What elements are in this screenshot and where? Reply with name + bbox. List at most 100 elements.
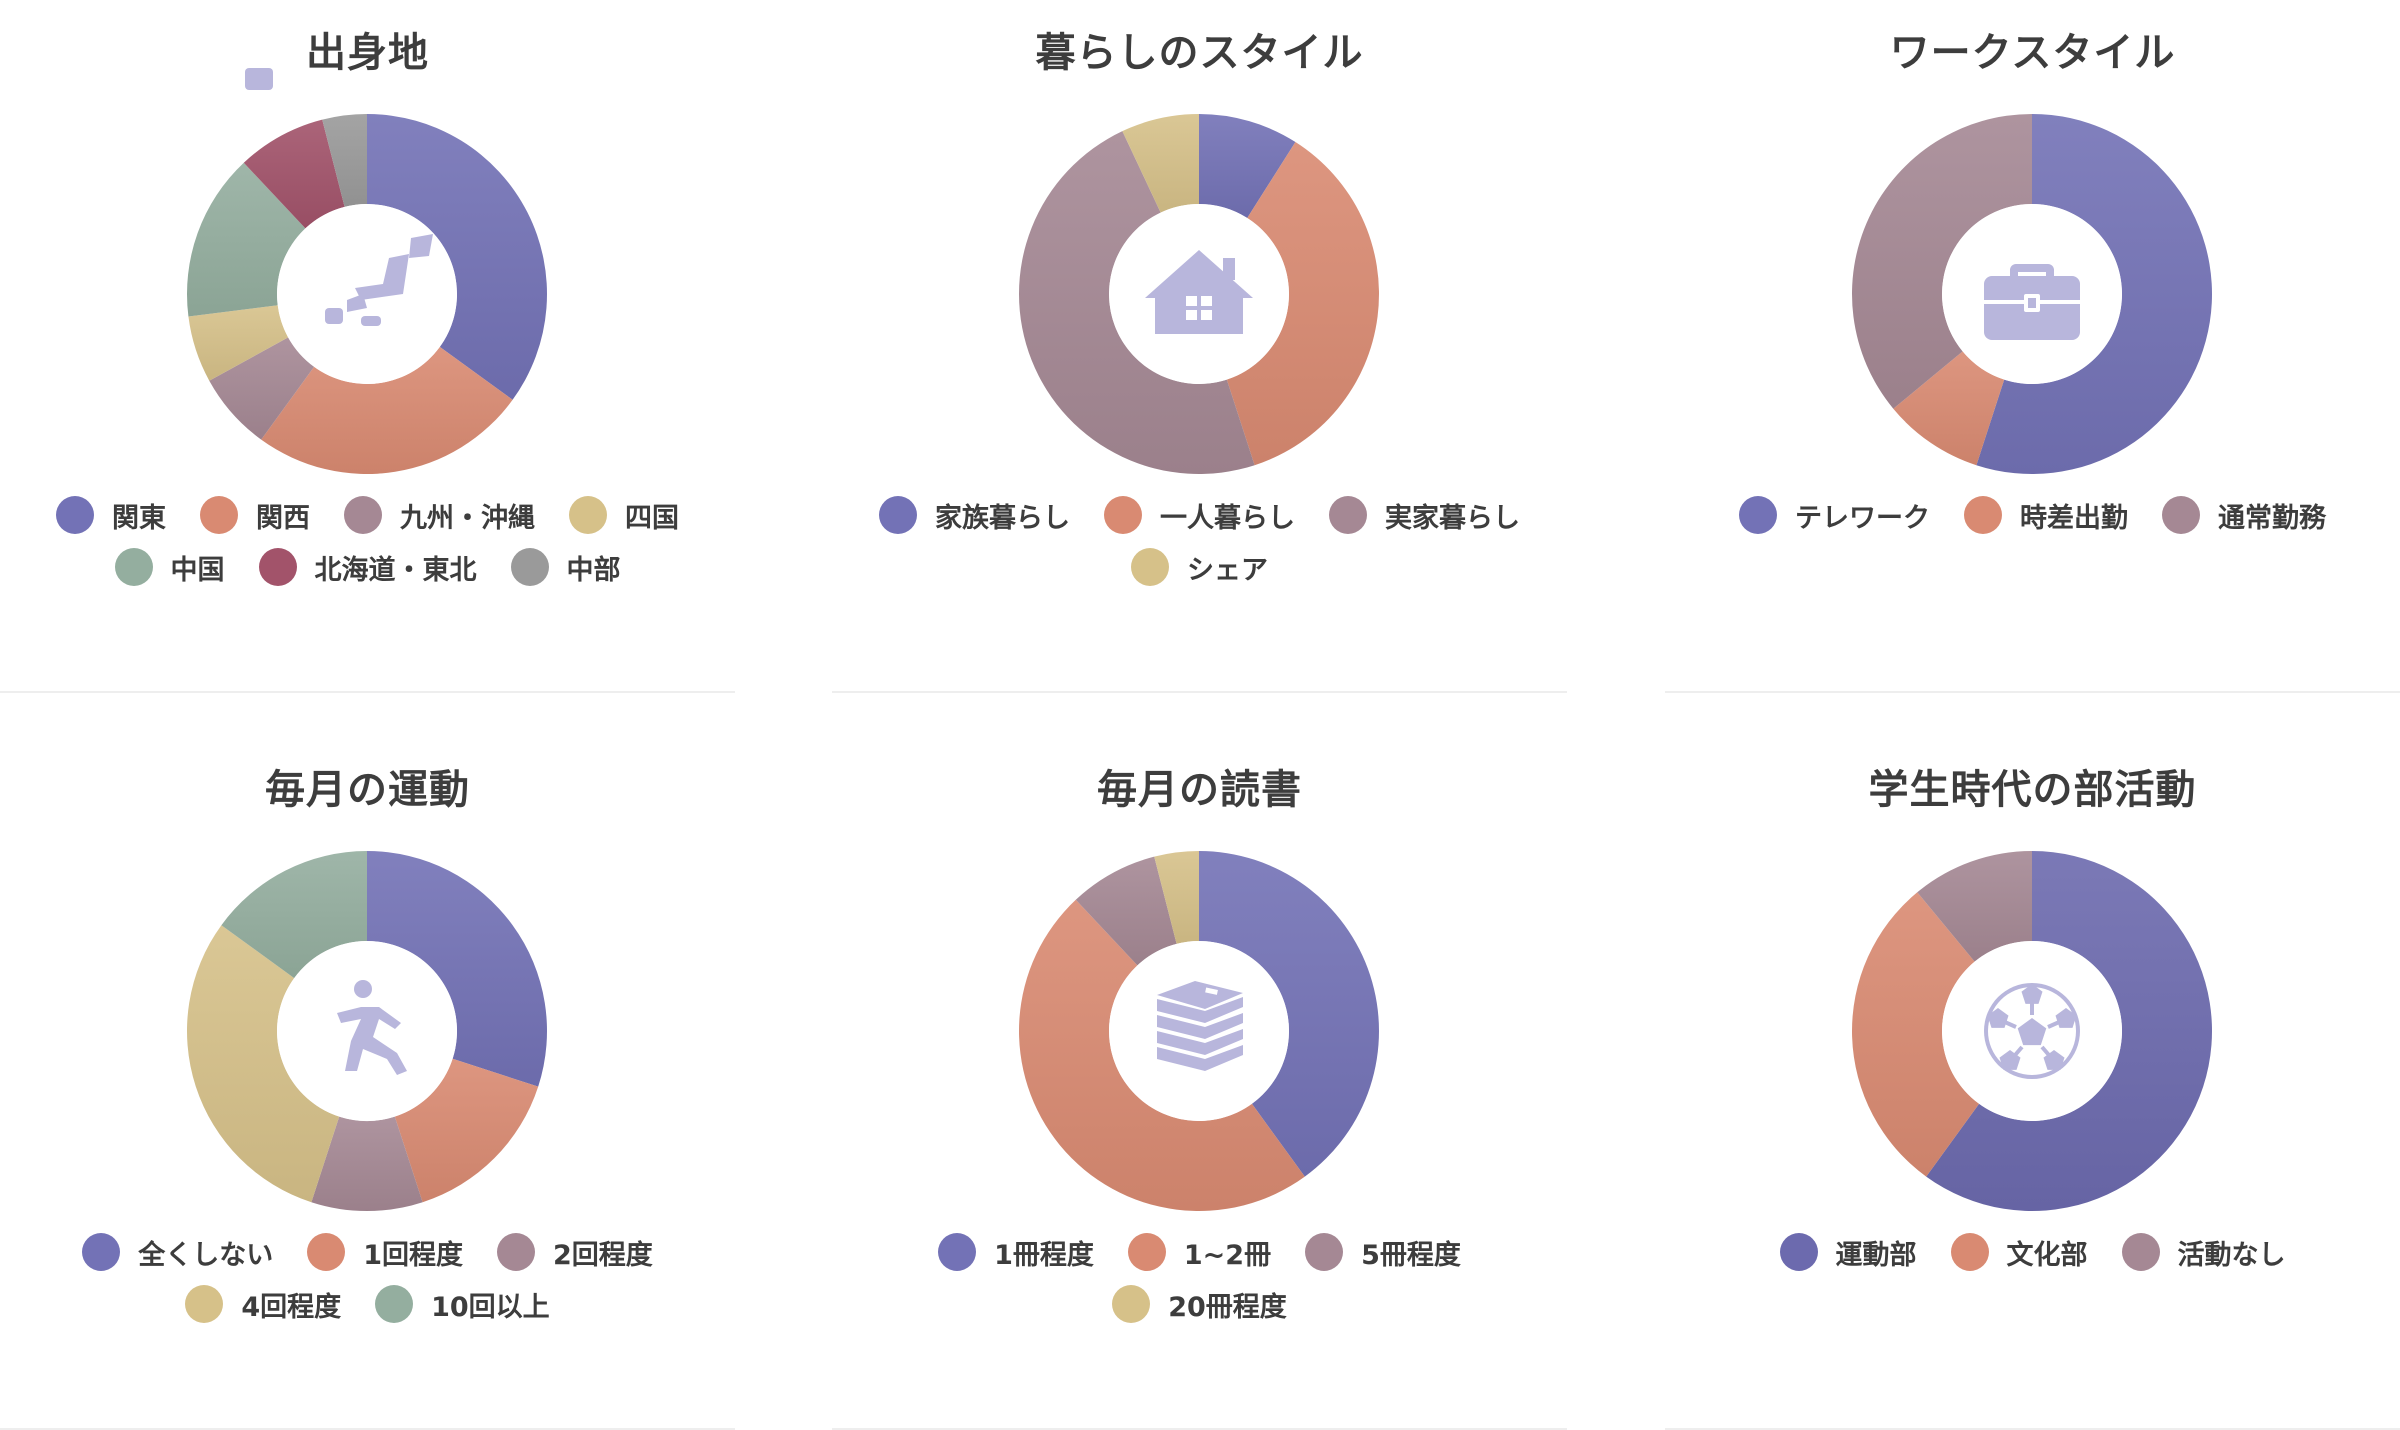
pie-slice [394,1058,539,1203]
chart-title: ワークスタイル [1889,30,2176,76]
legend-label: 一人暮らし [1160,502,1295,534]
legend-swatch [2121,1233,2160,1271]
legend-item[interactable]: 四国 [569,496,679,534]
legend-label: 中部 [566,554,621,586]
legend-item[interactable]: 1回程度 [307,1233,463,1271]
legend-item[interactable]: 北海道・東北 [258,548,477,586]
legend-item[interactable]: 九州・沖縄 [344,496,535,534]
legend-item[interactable]: 中部 [510,548,621,586]
donut-chart [187,68,547,474]
legend-item[interactable]: 1冊程度 [938,1233,1094,1271]
legend-label: 実家暮らし [1385,502,1520,534]
soccer-ball-icon [1984,983,2080,1079]
legend-item[interactable]: 一人暮らし [1104,496,1295,534]
books-icon [1157,981,1243,1071]
legend-swatch [307,1233,346,1271]
running-person-icon [337,980,407,1075]
legend-label: 関東 [112,502,166,534]
pie-slice [188,305,289,381]
legend-item[interactable]: 家族暮らし [879,496,1070,534]
legend-item[interactable]: 5冊程度 [1305,1233,1461,1271]
pie-slice [1018,899,1305,1212]
legend-swatch [1305,1233,1344,1271]
legend-swatch [879,496,917,534]
pie-slice [322,114,367,207]
pie-slice [243,119,345,229]
legend-swatch [2162,496,2200,534]
pie-slice [1976,113,2212,474]
legend-item[interactable]: 20冊程度 [1112,1285,1287,1323]
legend-label: 関西 [256,502,310,534]
pie-slice [1018,131,1255,474]
legend-item[interactable]: 全くしない [82,1233,273,1271]
chart-title: 出身地 [306,30,429,76]
legend-label: 2回程度 [553,1239,653,1271]
legend-swatch [1739,496,1777,534]
legend-swatch [200,496,238,534]
legend-label: 家族暮らし [935,502,1070,534]
legend-item[interactable]: 活動なし [2121,1233,2286,1271]
chart-card: 学生時代の部活動 運動部 文化部 活動なし [1665,763,2400,1430]
legend-item[interactable]: 中国 [114,548,225,586]
legend-label: 時差出勤 [2020,502,2128,534]
pie-slice [1154,851,1199,944]
legend-swatch [114,548,153,586]
legend-swatch [569,496,607,534]
legend-item[interactable]: 関西 [200,496,310,534]
legend-item[interactable]: 2回程度 [497,1233,653,1271]
legend-swatch [497,1233,535,1271]
legend-label: 中国 [170,554,225,586]
chart-card: ワークスタイルテレワーク 時差出勤 通常勤務 [1665,26,2400,693]
legend-label: 九州・沖縄 [400,502,535,534]
donut-chart [187,851,547,1211]
legend: 関東 関西 九州・沖縄 四国中国 北海道・東北 中部 [0,496,735,586]
briefcase-icon [1984,264,2080,340]
legend-label: 10回以上 [431,1291,550,1323]
legend: 全くしない 1回程度 2回程度 4回程度 10回以上 [0,1233,735,1323]
legend-item[interactable]: 1~2冊 [1127,1233,1272,1271]
legend-label: 活動なし [2177,1239,2286,1271]
pie-slice [1852,892,1980,1177]
legend-item[interactable]: 文化部 [1950,1233,2088,1271]
japan-map-icon [245,68,433,326]
legend-item[interactable]: テレワーク [1739,496,1930,534]
pie-slice [1926,851,2212,1211]
legend-swatch [1104,496,1142,534]
legend-swatch [1964,496,2002,534]
legend-swatch [1127,1233,1166,1271]
chart-title: 毎月の運動 [265,767,470,813]
legend-label: 全くしない [138,1239,274,1271]
legend-label: テレワーク [1795,502,1930,534]
legend-item[interactable]: 通常勤務 [2162,496,2326,534]
legend-item[interactable]: 運動部 [1779,1233,1917,1271]
legend-swatch [938,1233,977,1271]
legend-swatch [1779,1233,1818,1271]
legend-item[interactable]: 関東 [56,496,166,534]
legend-swatch [258,548,297,586]
legend-label: 四国 [625,502,679,534]
legend-item[interactable]: 時差出勤 [1964,496,2128,534]
chart-title: 暮らしのスタイル [1035,30,1364,76]
pie-slice [367,114,547,400]
pie-slice [221,851,367,979]
legend-item[interactable]: 実家暮らし [1329,496,1520,534]
legend-item[interactable]: 4回程度 [185,1285,341,1323]
legend-label: 1~2冊 [1183,1239,1272,1271]
pie-slice [1075,856,1177,966]
pie-slice [1122,114,1199,213]
chart-card: 出身地関東 関西 九州・沖縄 四国中国 北海道・東北 中部 [0,26,735,693]
legend-item[interactable]: 10回以上 [375,1285,550,1323]
chart-card: 毎月の読書 1冊程度 1~2冊 5冊程度 20冊程度 [832,763,1567,1430]
donut-chart [1018,114,1379,474]
legend-swatch [510,548,549,586]
pie-slice [1199,851,1379,1177]
chart-card: 毎月の運動全くしない 1回程度 2回程度 4回程度 10回以上 [0,763,735,1430]
legend-label: 運動部 [1835,1239,1917,1271]
legend-swatch [1950,1233,1989,1271]
chart-title: 毎月の読書 [1097,767,1302,813]
house-icon [1145,250,1253,334]
legend: 運動部 文化部 活動なし [1665,1233,2400,1271]
pie-slice [1199,114,1296,219]
legend-item[interactable]: シェア [1131,548,1268,586]
pie-slice [187,925,340,1203]
